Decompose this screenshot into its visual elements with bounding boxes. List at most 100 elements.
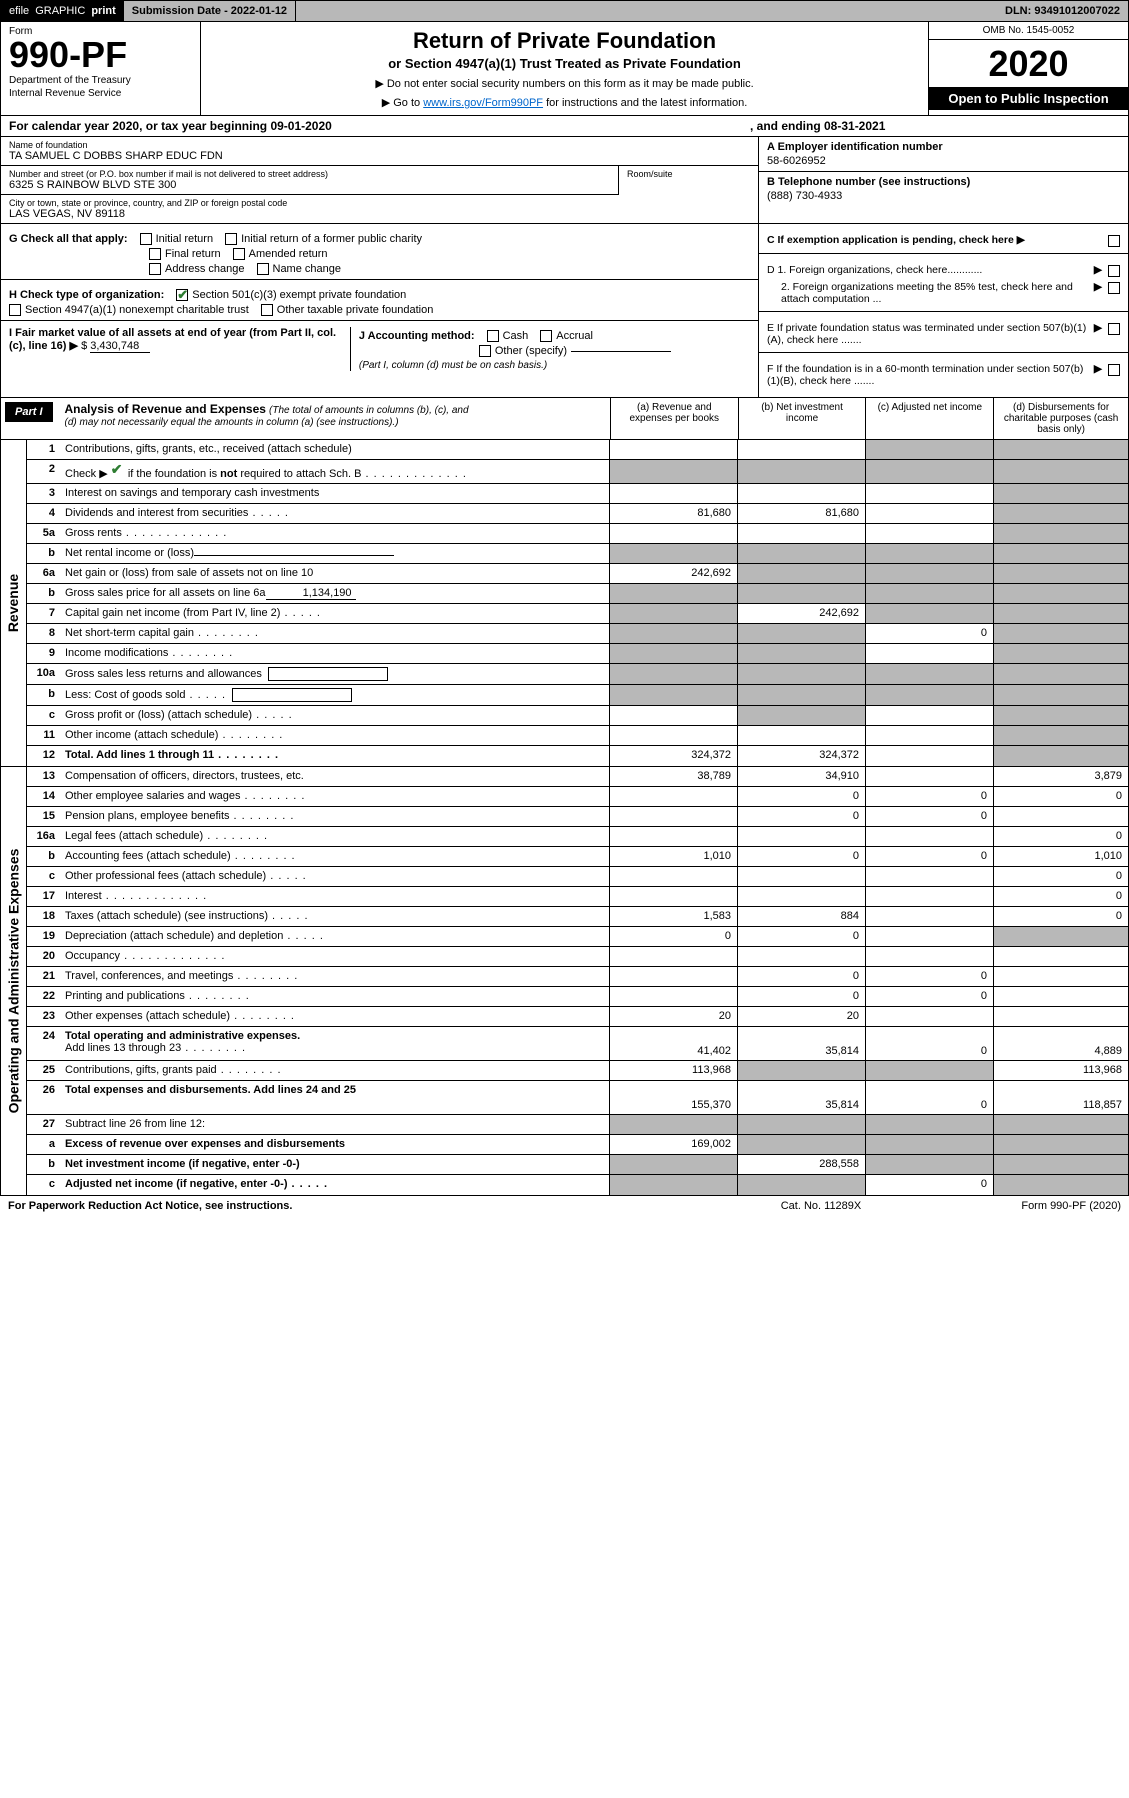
footer: For Paperwork Reduction Act Notice, see … [0,1195,1129,1216]
checkbox-f[interactable] [1108,364,1120,376]
calyear-end: , and ending 08-31-2021 [750,119,1120,133]
amt-a [609,685,737,705]
amt-a [609,440,737,459]
amt-d [993,484,1128,503]
amt-c [865,685,993,705]
checkbox-initial-former[interactable] [225,233,237,245]
box-e: E If private foundation status was termi… [767,322,1120,346]
desc: Net gain or (loss) from sale of assets n… [61,564,609,583]
checkbox-e[interactable] [1108,323,1120,335]
amt-b: 81,680 [737,504,865,523]
amt-c [865,664,993,684]
checkbox-d2[interactable] [1108,282,1120,294]
row-ij: I Fair market value of all assets at end… [1,320,758,371]
foundation-name: TA SAMUEL C DOBBS SHARP EDUC FDN [9,150,750,162]
amt-b: 0 [737,787,865,806]
line-5b: b Net rental income or (loss) [27,544,1128,564]
checkbox-501c3[interactable] [176,289,188,301]
amt-a: 113,968 [609,1061,737,1080]
phone-value: (888) 730-4933 [767,190,1120,202]
desc: Gross profit or (loss) (attach schedule) [61,706,609,725]
checkbox-final[interactable] [149,248,161,260]
checkbox-other-pf[interactable] [261,304,273,316]
desc: Gross sales price for all assets on line… [61,584,609,603]
amt-b: 324,372 [737,746,865,766]
checkbox-addr-change[interactable] [149,263,161,275]
lineno: 13 [27,767,61,786]
inline-field [194,555,394,556]
city-value: LAS VEGAS, NV 89118 [9,208,750,220]
line-2: 2 Check ▶ if the foundation is not requi… [27,460,1128,484]
desc: Less: Cost of goods sold [61,685,609,705]
room-cell: Room/suite [618,166,758,195]
amt-b: 242,692 [737,604,865,623]
expenses-body: 13 Compensation of officers, directors, … [27,767,1128,1195]
g-name-change: Name change [257,263,342,275]
amt-b [737,584,865,603]
lineno: c [27,867,61,886]
note-goto: ▶ Go to www.irs.gov/Form990PF for instru… [213,96,916,109]
desc: Excess of revenue over expenses and disb… [61,1135,609,1154]
checkbox-acct-other[interactable] [479,345,491,357]
amt-d: 113,968 [993,1061,1128,1080]
line-7: 7 Capital gain net income (from Part IV,… [27,604,1128,624]
amt-c: 0 [865,847,993,866]
amt-d [993,604,1128,623]
form-header: Form 990-PF Department of the Treasury I… [0,22,1129,116]
checkbox-name-change[interactable] [257,263,269,275]
inline-value: 1,134,190 [266,587,356,600]
amt-c: 0 [865,967,993,986]
checkbox-accrual[interactable] [540,330,552,342]
checkbox-initial[interactable] [140,233,152,245]
amt-b [737,624,865,643]
desc: Other expenses (attach schedule) [61,1007,609,1026]
line-19: 19 Depreciation (attach schedule) and de… [27,927,1128,947]
box-b: B Telephone number (see instructions) (8… [759,172,1128,206]
ghij-right: C If exemption application is pending, c… [758,224,1128,397]
amt-d: 0 [993,787,1128,806]
h-trust: Section 4947(a)(1) nonexempt charitable … [9,304,249,316]
print-link[interactable]: print [91,5,115,17]
lineno: 14 [27,787,61,806]
line-10c: c Gross profit or (loss) (attach schedul… [27,706,1128,726]
line-14: 14 Other employee salaries and wages 000 [27,787,1128,807]
lineno: 16a [27,827,61,846]
desc: Gross sales less returns and allowances [61,664,609,684]
instructions-link[interactable]: www.irs.gov/Form990PF [423,97,543,109]
line-27a: a Excess of revenue over expenses and di… [27,1135,1128,1155]
amt-b [737,726,865,745]
expenses-side-label: Operating and Administrative Expenses [1,767,27,1195]
street-label: Number and street (or P.O. box number if… [9,169,610,179]
amt-b [737,564,865,583]
line-17: 17 Interest 0 [27,887,1128,907]
checkbox-cash[interactable] [487,330,499,342]
col-header-a: (a) Revenue and expenses per books [610,398,738,439]
form-number: 990-PF [9,37,192,73]
desc: Other professional fees (attach schedule… [61,867,609,886]
checkbox-trust[interactable] [9,304,21,316]
amt-a [609,460,737,483]
checkbox-c[interactable] [1108,235,1120,247]
amt-c [865,1061,993,1080]
lineno: 22 [27,987,61,1006]
amt-d [993,927,1128,946]
topbar-spacer [296,1,997,21]
lineno: b [27,1155,61,1174]
line-15: 15 Pension plans, employee benefits 00 [27,807,1128,827]
amt-b: 884 [737,907,865,926]
checkbox-d1[interactable] [1108,265,1120,277]
amt-a [609,604,737,623]
amt-d [993,644,1128,663]
line-6b: b Gross sales price for all assets on li… [27,584,1128,604]
lineno: b [27,584,61,603]
header-right: OMB No. 1545-0052 2020 Open to Public In… [928,22,1128,115]
amt-c [865,504,993,523]
amt-a [609,947,737,966]
amt-d [993,664,1128,684]
amt-b [737,664,865,684]
checkbox-amended[interactable] [233,248,245,260]
lineno: 12 [27,746,61,766]
amt-d [993,746,1128,766]
box-e-wrap: E If private foundation status was termi… [759,311,1128,346]
g-initial: Initial return [140,233,213,245]
